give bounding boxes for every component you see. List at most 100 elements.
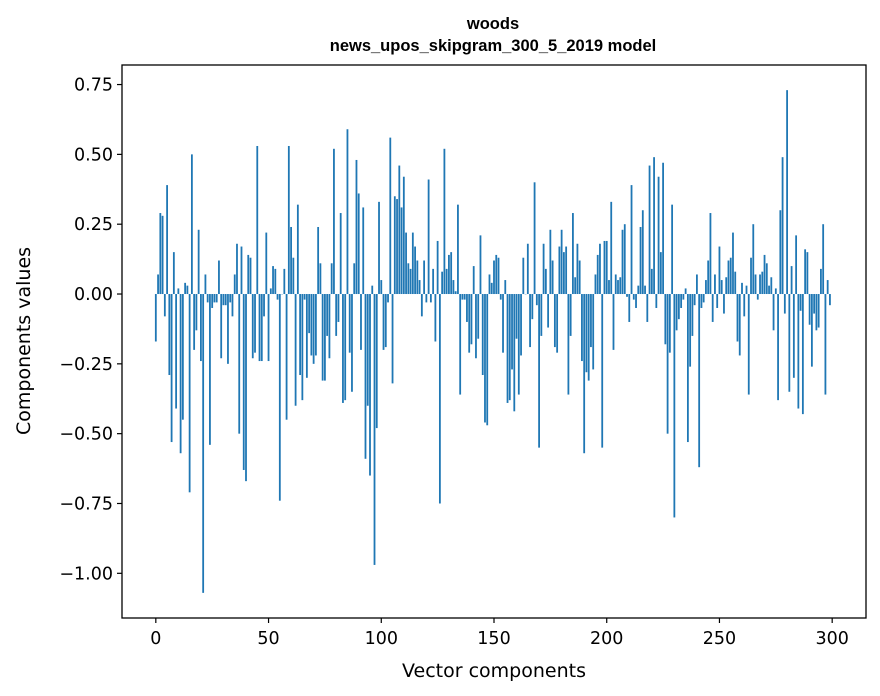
bar-component-29 xyxy=(220,294,223,359)
bar-component-232 xyxy=(677,294,680,320)
bar-component-37 xyxy=(238,294,241,434)
bar-component-38 xyxy=(240,246,243,295)
bar-component-10 xyxy=(177,288,180,295)
bar-component-215 xyxy=(639,226,642,295)
bar-component-253 xyxy=(725,277,728,295)
bar-component-122 xyxy=(429,294,432,303)
bar-component-11 xyxy=(179,294,182,454)
bars-group xyxy=(154,90,831,593)
bar-component-75 xyxy=(324,294,326,381)
bar-component-92 xyxy=(362,207,365,295)
bar-component-140 xyxy=(470,294,473,345)
bar-component-144 xyxy=(479,235,482,295)
bar-component-201 xyxy=(608,280,610,295)
bar-component-47 xyxy=(260,294,263,362)
bar-component-275 xyxy=(774,288,777,295)
bar-component-91 xyxy=(360,294,362,350)
bar-component-162 xyxy=(520,294,522,356)
bar-component-213 xyxy=(635,294,637,308)
bar-component-278 xyxy=(781,157,784,295)
bar-component-149 xyxy=(490,282,493,295)
bar-component-261 xyxy=(743,294,746,317)
bar-component-146 xyxy=(484,294,486,423)
y-tick-label: −0.50 xyxy=(59,425,113,445)
bar-component-123 xyxy=(432,268,435,295)
x-tick-label: 250 xyxy=(703,629,736,649)
bar-component-105 xyxy=(391,294,394,384)
bar-component-59 xyxy=(287,145,290,295)
bar-component-9 xyxy=(175,294,178,409)
bar-component-233 xyxy=(680,294,683,308)
bar-component-48 xyxy=(263,294,265,317)
bar-component-248 xyxy=(714,274,716,295)
bar-component-293 xyxy=(815,294,818,331)
bar-component-296 xyxy=(822,224,825,295)
bar-component-198 xyxy=(601,294,604,448)
bar-component-100 xyxy=(380,280,383,295)
bar-component-221 xyxy=(653,157,655,295)
bar-component-71 xyxy=(314,294,317,356)
bar-component-49 xyxy=(265,232,268,295)
bar-component-225 xyxy=(662,162,664,295)
bar-component-230 xyxy=(673,294,676,518)
bar-component-55 xyxy=(278,294,281,501)
bar-component-271 xyxy=(765,263,768,295)
bar-component-135 xyxy=(459,294,462,395)
chart-title: woods xyxy=(466,15,519,33)
bar-component-73 xyxy=(319,263,322,295)
bar-component-255 xyxy=(729,257,732,295)
bar-component-235 xyxy=(684,288,687,295)
bar-component-174 xyxy=(547,294,550,328)
bar-component-67 xyxy=(305,294,308,378)
bar-component-244 xyxy=(705,280,707,295)
bar-component-7 xyxy=(170,294,173,443)
bar-component-21 xyxy=(202,294,205,593)
bar-component-16 xyxy=(190,154,193,295)
bar-component-263 xyxy=(747,294,750,395)
bar-component-279 xyxy=(783,294,786,314)
bar-component-172 xyxy=(542,243,545,295)
y-tick-label: −0.25 xyxy=(59,355,113,375)
bar-component-249 xyxy=(716,294,719,308)
bar-component-191 xyxy=(585,294,588,373)
bar-component-95 xyxy=(369,294,371,476)
bar-component-138 xyxy=(466,294,468,322)
bar-component-239 xyxy=(693,294,696,306)
bar-component-44 xyxy=(254,294,256,353)
bar-component-184 xyxy=(569,294,572,336)
bar-component-200 xyxy=(605,240,608,295)
bar-component-116 xyxy=(416,260,419,295)
bar-component-208 xyxy=(623,224,626,295)
bar-component-111 xyxy=(405,232,407,295)
bar-component-292 xyxy=(813,294,816,314)
bar-component-288 xyxy=(804,249,807,295)
bar-component-179 xyxy=(558,246,561,295)
bar-component-257 xyxy=(734,271,737,295)
bar-component-241 xyxy=(698,294,701,468)
bar-component-212 xyxy=(632,294,635,300)
bar-component-193 xyxy=(590,294,592,348)
bar-component-12 xyxy=(181,294,184,420)
bar-component-112 xyxy=(407,263,410,295)
bar-component-189 xyxy=(581,294,583,362)
bar-component-94 xyxy=(366,294,369,406)
bar-component-74 xyxy=(321,294,324,381)
bar-component-96 xyxy=(371,285,374,295)
bar-component-237 xyxy=(689,294,692,367)
bar-component-251 xyxy=(720,280,723,295)
bar-component-217 xyxy=(644,285,646,295)
bar-component-234 xyxy=(682,294,685,300)
bar-component-202 xyxy=(610,201,613,295)
bar-component-183 xyxy=(567,294,570,395)
chart-subtitle: news_upos_skipgram_300_5_2019 model xyxy=(330,37,657,55)
bar-component-24 xyxy=(209,294,211,445)
bar-component-42 xyxy=(249,257,252,295)
bar-component-259 xyxy=(738,294,741,356)
bar-component-89 xyxy=(355,159,358,295)
bar-component-79 xyxy=(333,148,335,295)
bar-component-272 xyxy=(768,285,770,295)
bar-component-188 xyxy=(578,260,581,295)
bar-component-211 xyxy=(630,185,633,295)
bar-component-260 xyxy=(741,282,743,295)
